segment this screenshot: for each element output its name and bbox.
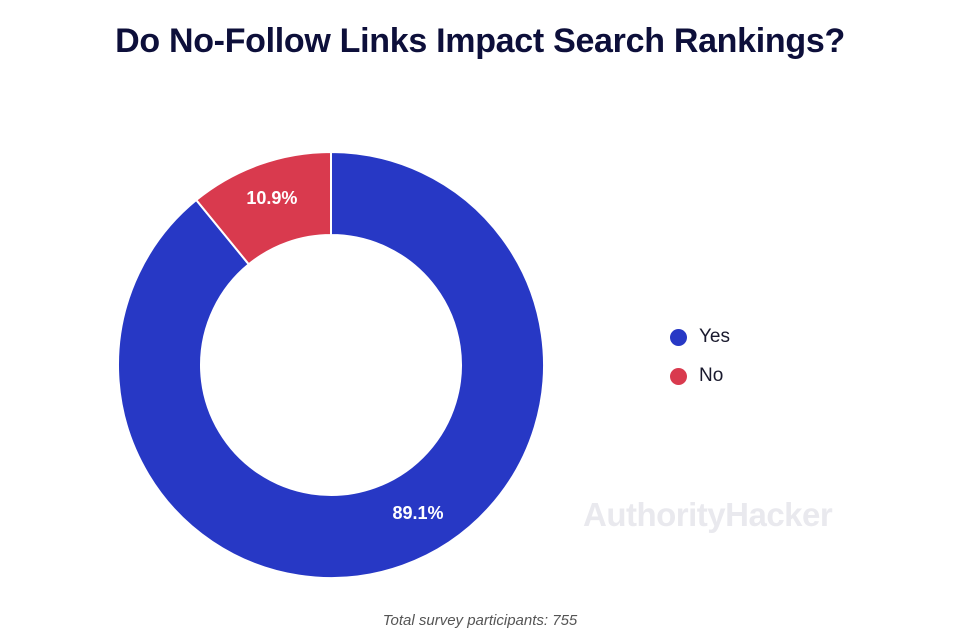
legend-item-yes[interactable]: Yes — [670, 324, 730, 350]
chart-title: Do No-Follow Links Impact Search Ranking… — [115, 22, 845, 60]
chart-legend: Yes No — [670, 324, 730, 402]
legend-dot-yes — [670, 328, 687, 346]
authorityhacker-watermark: AuthorityHacker — [583, 496, 833, 533]
donut-slice-no[interactable] — [194, 150, 332, 266]
legend-label-no: No — [699, 365, 724, 386]
legend-dot-no — [670, 367, 687, 385]
survey-footnote: Total survey participants: 755 — [382, 612, 578, 629]
data-label-no: 10.9% — [246, 188, 297, 208]
donut-slice-yes[interactable] — [117, 150, 545, 579]
data-label-yes: 89.1% — [392, 503, 443, 523]
legend-label-yes: Yes — [699, 326, 730, 347]
legend-item-no[interactable]: No — [670, 363, 730, 389]
